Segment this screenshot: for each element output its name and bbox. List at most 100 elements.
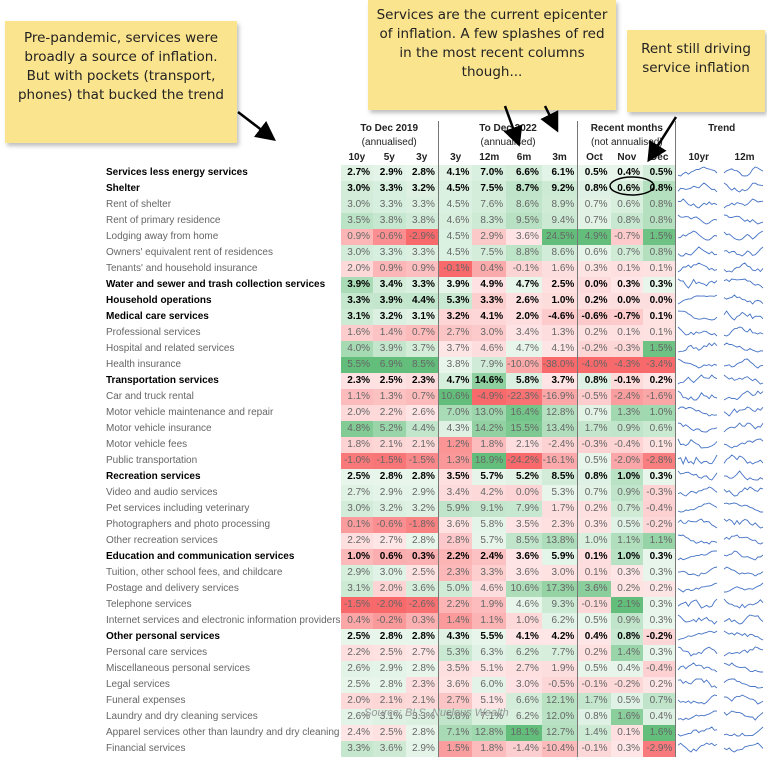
value-cell: 2.7%: [437, 692, 473, 709]
value-cell: 2.7%: [373, 532, 406, 549]
sparkline: [678, 646, 718, 657]
group-header-trend: Trend: [675, 121, 767, 136]
value-cell: 5.1%: [472, 692, 507, 709]
value-cell: 3.7%: [437, 340, 473, 357]
value-cell: 1.6%: [340, 324, 374, 341]
value-cell: 3.0%: [340, 196, 374, 213]
value-cell: 4.1%: [506, 628, 542, 645]
value-cell: 2.0%: [340, 404, 374, 421]
value-cell: 3.3%: [340, 740, 374, 757]
value-cell: 2.1%: [373, 436, 406, 453]
column-header: 10yr: [675, 150, 722, 165]
trend-sparkline-10yr: [675, 308, 722, 325]
value-cell: 0.3%: [577, 260, 611, 277]
table-row: Miscellaneous personal services 2.6% 2.9% 2…: [104, 660, 767, 677]
row-label: Video and audio services: [106, 487, 218, 499]
row-label: Apparel services other than laundry and …: [106, 727, 340, 739]
value-cell: 0.5%: [577, 164, 611, 181]
value-cell: 1.3%: [437, 452, 473, 469]
value-cell: 7.1%: [472, 708, 507, 725]
value-cell: 3.7%: [405, 340, 439, 357]
value-cell: 2.2%: [340, 532, 374, 549]
value-cell: 2.3%: [437, 564, 473, 581]
row-label: Public transportation: [106, 455, 198, 467]
row-label: Owners' equivalent rent of residences: [106, 247, 273, 259]
value-cell: 0.7%: [577, 196, 611, 213]
value-cell: 3.9%: [437, 276, 473, 293]
value-cell: 1.9%: [541, 660, 578, 677]
sparkline: [723, 598, 764, 609]
value-cell: 4.2%: [541, 628, 578, 645]
value-cell: -0.7%: [610, 308, 644, 325]
trend-sparkline-12m: [722, 677, 767, 693]
column-header: 10y: [348, 151, 366, 163]
trend-sparkline-12m: [722, 629, 767, 645]
sparkline: [723, 502, 764, 513]
value-cell: 15.5%: [506, 420, 542, 437]
value-cell: 0.9%: [610, 420, 644, 437]
value-cell: 4.6%: [472, 580, 507, 597]
value-cell: -0.2%: [577, 340, 611, 357]
value-cell: 4.9%: [472, 276, 507, 293]
sparkline: [723, 230, 764, 241]
value-cell: 3.1%: [405, 308, 439, 325]
sparkline-path: [723, 438, 764, 449]
value-cell: 1.0%: [643, 404, 676, 421]
sparkline: [723, 726, 764, 737]
sparkline: [723, 566, 764, 577]
value-cell: 2.4%: [340, 724, 374, 741]
value-cell: 2.1%: [506, 436, 542, 453]
row-label: Postage and delivery services: [106, 583, 239, 595]
value-cell: 0.9%: [373, 260, 406, 277]
value-cell: 0.9%: [610, 484, 644, 501]
value-cell: 1.5%: [437, 740, 473, 757]
value-cell: 1.0%: [506, 612, 542, 629]
value-cell: 5.3%: [437, 644, 473, 661]
value-cell: 4.5%: [437, 196, 473, 213]
value-cell: 5.8%: [506, 372, 542, 389]
sparkline-path: [678, 710, 718, 721]
value-cell: -2.4%: [541, 436, 578, 453]
sparkline-path: [678, 486, 718, 497]
value-cell: 7.0%: [472, 164, 507, 181]
row-label: Tuition, other school fees, and childcar…: [106, 567, 283, 579]
value-cell: 2.8%: [405, 164, 439, 181]
table-row: Financial services 3.3% 3.6% 2.9% 1.5% 1.8% -1…: [104, 740, 767, 757]
value-cell: 3.8%: [373, 212, 406, 229]
table-row: Postage and delivery services 3.1% 2.0% 3.6…: [104, 580, 767, 597]
value-cell: 0.7%: [643, 692, 676, 709]
trend-sparkline-10yr: [675, 612, 722, 629]
value-cell: 0.1%: [577, 564, 611, 581]
sparkline-path: [723, 421, 764, 432]
value-cell: 14.6%: [472, 372, 507, 389]
value-cell: -0.2%: [643, 628, 676, 645]
value-cell: 0.8%: [577, 372, 611, 389]
value-cell: 0.3%: [643, 564, 676, 581]
value-cell: 1.0%: [610, 468, 644, 485]
value-cell: 17.3%: [541, 580, 578, 597]
value-cell: 0.3%: [643, 644, 676, 661]
value-cell: 0.8%: [643, 244, 676, 261]
value-cell: 5.9%: [541, 548, 578, 565]
value-cell: 2.5%: [373, 724, 406, 741]
value-cell: 8.7%: [506, 180, 542, 197]
value-cell: 0.2%: [577, 324, 611, 341]
value-cell: 0.1%: [643, 436, 676, 453]
row-label: Professional services: [106, 327, 201, 339]
value-cell: 4.7%: [506, 276, 542, 293]
value-cell: 0.0%: [577, 276, 611, 293]
value-cell: 2.8%: [373, 468, 406, 485]
value-cell: 0.2%: [577, 500, 611, 517]
sparkline: [723, 710, 764, 721]
row-label: Household operations: [106, 295, 212, 307]
value-cell: 2.8%: [405, 660, 439, 677]
value-cell: 1.3%: [541, 324, 578, 341]
trend-sparkline-10yr: [675, 324, 722, 341]
sparkline-path: [723, 630, 764, 641]
trend-sparkline-12m: [722, 293, 767, 309]
sparkline-path: [678, 646, 718, 657]
value-cell: 0.5%: [643, 164, 676, 181]
value-cell: 8.5%: [405, 356, 439, 373]
table-row: Video and audio services 2.7% 2.9% 2.9% 3.4%…: [104, 484, 767, 501]
sparkline-path: [723, 214, 764, 225]
